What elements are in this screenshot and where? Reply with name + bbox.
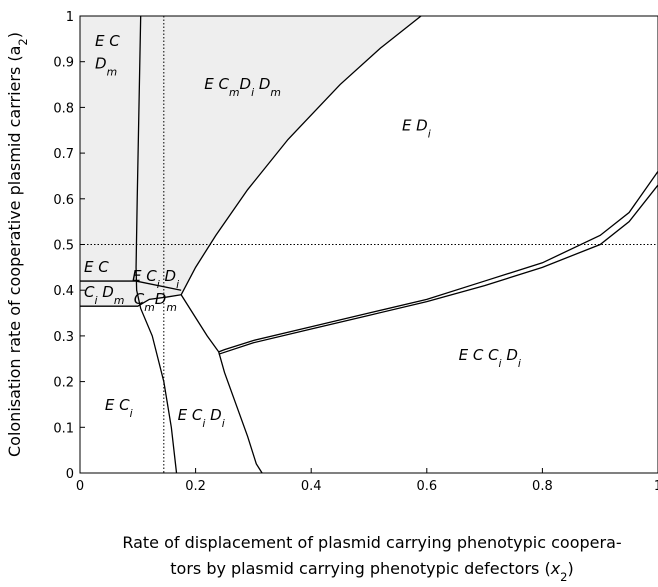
- text-part: E C: [204, 75, 229, 93]
- boundary-curve: [135, 15, 178, 474]
- region-label: Dm: [95, 55, 117, 79]
- region-label: Ci Dm: [84, 283, 124, 307]
- text-part: C: [84, 283, 95, 301]
- x-axis-label: Rate of displacement of plasmid carrying…: [122, 533, 621, 552]
- subscript: i: [499, 357, 502, 370]
- subscript: 2: [16, 38, 30, 45]
- x-tick-label: 0.6: [416, 479, 437, 494]
- text-part: E C: [132, 267, 157, 285]
- boundary-curve: [80, 294, 182, 307]
- subscript: i: [518, 357, 521, 370]
- boundary-curve: [218, 184, 658, 355]
- y-tick-label: 0.9: [53, 56, 74, 71]
- subscript: i: [428, 127, 431, 140]
- x-tick-label: 0: [76, 479, 84, 494]
- subscript: i: [130, 406, 133, 419]
- text-part: E C: [84, 258, 109, 276]
- x-tick-label: 0.4: [301, 479, 322, 494]
- shaded-region: [80, 16, 422, 307]
- text-part: D: [502, 346, 518, 364]
- y-tick-label: 0.6: [53, 193, 74, 208]
- text-part: D: [240, 75, 252, 93]
- y-tick-label: 0: [66, 467, 74, 482]
- text-part: ): [5, 32, 24, 38]
- y-tick-label: 0.3: [53, 330, 74, 345]
- y-tick-label: 0.2: [53, 376, 74, 391]
- subscript: i: [176, 278, 179, 291]
- y-tick-label: 1: [66, 10, 74, 25]
- text-part: D: [205, 406, 221, 424]
- subscript: m: [229, 86, 240, 99]
- subscript: i: [222, 416, 225, 429]
- text-part: C: [134, 290, 145, 308]
- subscript: m: [107, 65, 118, 78]
- subscript: i: [95, 294, 98, 307]
- region-label: E C: [95, 32, 120, 50]
- subscript: 2: [560, 570, 567, 584]
- text-part: D: [160, 267, 176, 285]
- text-part: D: [254, 75, 270, 93]
- y-tick-label: 0.7: [53, 147, 74, 162]
- boundary-curve: [180, 294, 263, 474]
- text-part: D: [95, 55, 107, 73]
- text-part: D: [98, 283, 114, 301]
- x-tick-label: 0.2: [185, 479, 206, 494]
- region-label: E Ci: [105, 396, 133, 420]
- x-axis-label: tors by plasmid carrying phenotypic defe…: [170, 559, 573, 584]
- subscript: i: [202, 416, 205, 429]
- text-part: E C: [95, 32, 120, 50]
- region-label: E CmDi Dm: [204, 75, 281, 99]
- text-part: E C: [105, 396, 130, 414]
- region-label: E Di: [402, 116, 431, 140]
- subscript: i: [251, 86, 254, 99]
- subscript: m: [144, 300, 155, 313]
- y-tick-label: 0.5: [53, 239, 74, 254]
- boundary-curve: [218, 171, 658, 353]
- region-label: CmDm: [134, 290, 177, 314]
- subscript: m: [270, 86, 281, 99]
- text-part: E C C: [459, 346, 499, 364]
- y-tick-label: 0.4: [53, 284, 74, 299]
- boundary-curve: [80, 280, 182, 291]
- region-label: E C: [84, 258, 109, 276]
- subscript: m: [166, 300, 177, 313]
- region-label: E C Ci Di: [459, 346, 521, 370]
- text-part: Rate of displacement of plasmid carrying…: [122, 533, 621, 552]
- subscript: m: [114, 294, 125, 307]
- x-tick-label: 0.8: [532, 479, 553, 494]
- y-axis-label: Colonisation rate of cooperative plasmid…: [5, 32, 30, 457]
- text-part: D: [155, 290, 167, 308]
- text-part: ): [567, 559, 573, 578]
- y-tick-label: 0.1: [53, 421, 74, 436]
- x-tick-label: 1: [654, 479, 658, 494]
- text-part: Colonisation rate of cooperative plasmid…: [5, 46, 24, 457]
- region-label: E Ci Di: [132, 267, 179, 291]
- text-part: E D: [402, 116, 428, 134]
- region-label: E Ci Di: [178, 406, 225, 430]
- text-part: E C: [178, 406, 203, 424]
- text-part: x: [550, 559, 561, 578]
- text-part: tors by plasmid carrying phenotypic defe…: [170, 559, 550, 578]
- boundary-curve: [180, 15, 422, 296]
- subscript: i: [157, 278, 160, 291]
- y-tick-label: 0.8: [53, 101, 74, 116]
